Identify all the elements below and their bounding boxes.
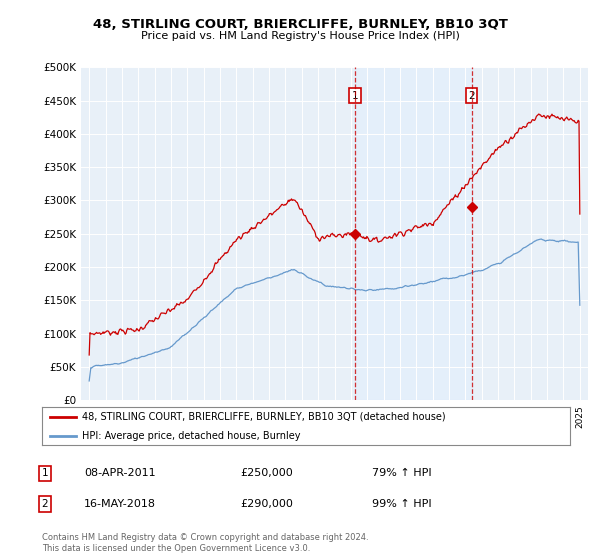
Text: 48, STIRLING COURT, BRIERCLIFFE, BURNLEY, BB10 3QT: 48, STIRLING COURT, BRIERCLIFFE, BURNLEY… [92, 18, 508, 31]
Text: 16-MAY-2018: 16-MAY-2018 [84, 499, 156, 509]
Text: 99% ↑ HPI: 99% ↑ HPI [372, 499, 431, 509]
Text: 1: 1 [41, 468, 49, 478]
Text: 79% ↑ HPI: 79% ↑ HPI [372, 468, 431, 478]
Text: Price paid vs. HM Land Registry's House Price Index (HPI): Price paid vs. HM Land Registry's House … [140, 31, 460, 41]
Text: £290,000: £290,000 [240, 499, 293, 509]
Bar [355, 67, 472, 400]
Text: 1: 1 [352, 91, 359, 101]
Text: 48, STIRLING COURT, BRIERCLIFFE, BURNLEY, BB10 3QT (detached house): 48, STIRLING COURT, BRIERCLIFFE, BURNLEY… [82, 412, 445, 422]
Text: 2: 2 [468, 91, 475, 101]
Text: £250,000: £250,000 [240, 468, 293, 478]
Text: 2: 2 [41, 499, 49, 509]
Text: HPI: Average price, detached house, Burnley: HPI: Average price, detached house, Burn… [82, 431, 300, 441]
Text: 08-APR-2011: 08-APR-2011 [84, 468, 155, 478]
Text: Contains HM Land Registry data © Crown copyright and database right 2024.
This d: Contains HM Land Registry data © Crown c… [42, 533, 368, 553]
